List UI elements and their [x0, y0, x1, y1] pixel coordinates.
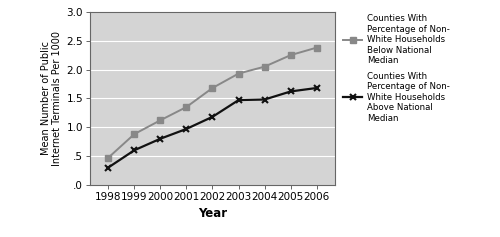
Legend: Counties With
Percentage of Non-
White Households
Below National
Median, Countie: Counties With Percentage of Non- White H… [342, 13, 452, 124]
X-axis label: Year: Year [198, 207, 227, 220]
Y-axis label: Mean Number of Public
Internet Terminals Per 1000: Mean Number of Public Internet Terminals… [40, 31, 62, 166]
